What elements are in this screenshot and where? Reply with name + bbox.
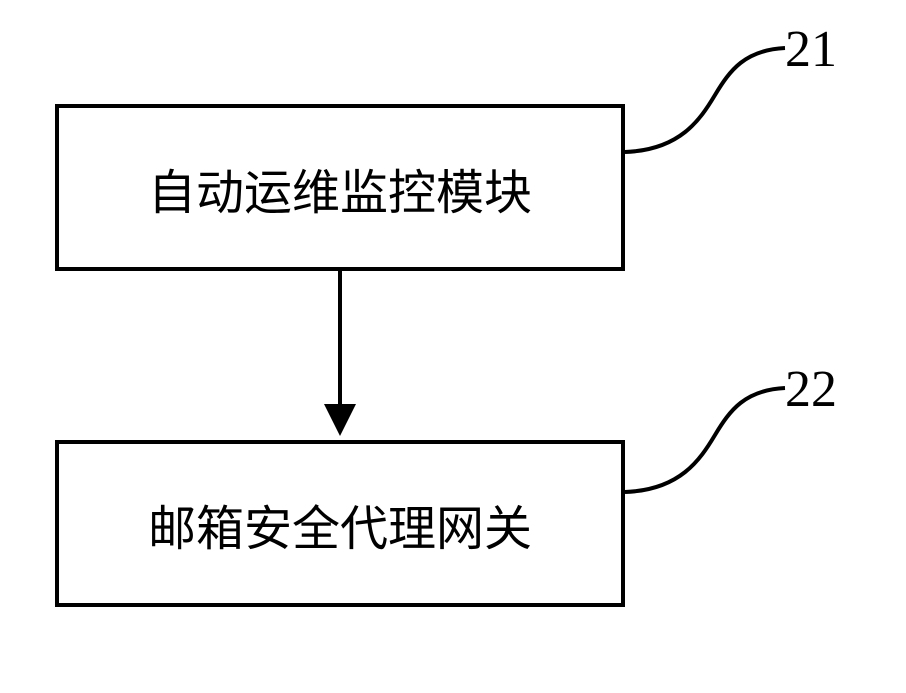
reference-label-21: 21 — [785, 20, 837, 79]
reference-label-22: 22 — [785, 360, 837, 419]
leader-line-21 — [625, 48, 785, 152]
node-label: 邮箱安全代理网关 — [148, 489, 532, 559]
node-automatic-ops-monitoring: 自动运维监控模块 — [55, 104, 625, 271]
node-mailbox-security-proxy-gateway: 邮箱安全代理网关 — [55, 440, 625, 607]
leader-line-22 — [625, 388, 785, 492]
diagram-canvas: 自动运维监控模块 邮箱安全代理网关 21 22 — [0, 0, 906, 693]
node-label: 自动运维监控模块 — [148, 153, 532, 223]
